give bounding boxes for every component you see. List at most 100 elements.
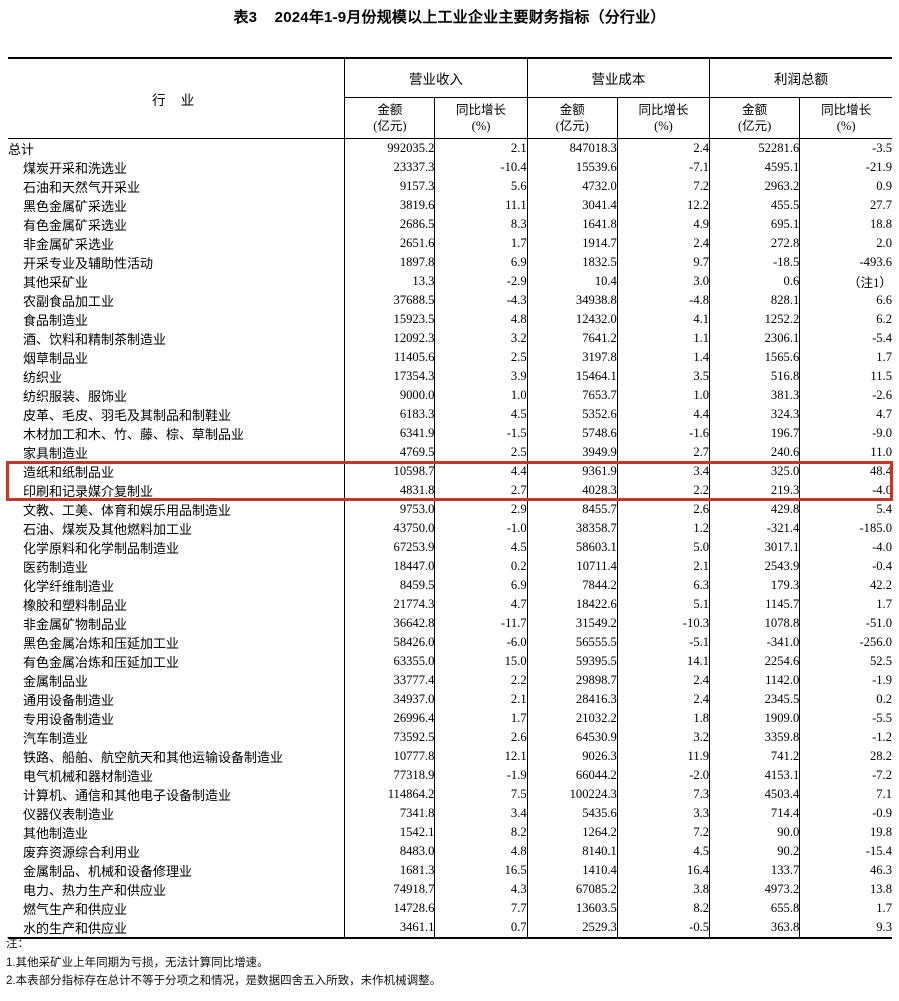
table-row: 黑色金属矿采选业 3819.6 11.1 3041.4 12.2 455.5 27.7 <box>8 196 892 215</box>
cell-industry-name: 造纸和纸制品业 <box>8 462 346 481</box>
cell-industry-name: 纺织服装、服饰业 <box>8 386 346 405</box>
cell-revenue-amount: 2686.5 <box>344 215 436 234</box>
cell-cost-growth: -0.5 <box>617 918 711 939</box>
cell-cost-amount: 8455.7 <box>527 500 618 519</box>
cell-revenue-growth: -6.0 <box>434 633 528 652</box>
column-header-cost-growth: 同比增长 (%) <box>617 97 711 139</box>
cell-cost-amount: 847018.3 <box>527 138 618 158</box>
cell-industry-name: 专用设备制造业 <box>8 709 346 728</box>
cell-cost-amount: 28416.3 <box>527 690 618 709</box>
cell-cost-growth: 2.1 <box>617 557 711 576</box>
cell-profit-amount: 324.3 <box>709 405 801 424</box>
cell-profit-amount: 828.1 <box>709 291 801 310</box>
column-header-profit-growth: 同比增长 (%) <box>799 97 892 139</box>
subheader-line2: (%) <box>654 119 673 133</box>
cell-revenue-growth: 4.3 <box>434 880 528 899</box>
cell-cost-growth: 12.2 <box>617 196 711 215</box>
column-header-revenue-amount: 金额 (亿元) <box>344 97 436 139</box>
cell-profit-growth: 11.0 <box>870 445 892 459</box>
cell-revenue-amount: 15923.5 <box>344 310 436 329</box>
cell-cost-amount: 10711.4 <box>527 557 618 576</box>
column-group-total-profit: 利润总额 <box>709 57 892 98</box>
cell-revenue-amount: 26996.4 <box>344 709 436 728</box>
cell-industry-name: 铁路、船舶、航空航天和其他运输设备制造业 <box>8 747 346 766</box>
cell-cost-growth: 2.6 <box>617 500 711 519</box>
cell-profit-growth: 2.0 <box>876 236 892 250</box>
cell-profit-growth: -7.2 <box>872 768 892 782</box>
cell-cost-amount: 7653.7 <box>527 386 618 405</box>
cell-profit-growth: 13.8 <box>869 882 892 896</box>
cell-industry-name: 其他制造业 <box>8 823 346 842</box>
cell-profit-amount: 2543.9 <box>709 557 801 576</box>
cell-revenue-amount: 9753.0 <box>344 500 436 519</box>
cell-cost-amount: 59395.5 <box>527 652 618 671</box>
cell-profit-amount: 196.7 <box>709 424 801 443</box>
cell-profit-amount: 4973.2 <box>709 880 801 899</box>
cell-profit-amount: 179.3 <box>709 576 801 595</box>
cell-profit-growth: 11.5 <box>870 369 892 383</box>
cell-revenue-amount: 1681.3 <box>344 861 436 880</box>
cell-industry-name: 农副食品加工业 <box>8 291 346 310</box>
cell-revenue-growth: 4.7 <box>434 595 528 614</box>
table-row: 文教、工美、体育和娱乐用品制造业 9753.0 2.9 8455.7 2.6 429.8 5… <box>8 500 892 519</box>
financial-indicators-table: 行 业 营业收入 营业成本 利润总额 金额 (亿元) 同比增长 (%) 金额 (… <box>8 57 892 939</box>
cell-cost-growth: 7.2 <box>617 177 711 196</box>
table-row: 其他制造业 1542.1 8.2 1264.2 7.2 90.0 19.8 <box>8 823 892 842</box>
cell-revenue-growth: 16.5 <box>434 861 528 880</box>
cell-profit-amount: 1565.6 <box>709 348 801 367</box>
cell-profit-growth: 9.3 <box>799 918 892 939</box>
cell-profit-amount: 2963.2 <box>709 177 801 196</box>
subheader-line2: (亿元) <box>373 119 407 133</box>
table-header: 行 业 营业收入 营业成本 利润总额 金额 (亿元) 同比增长 (%) 金额 (… <box>8 57 892 139</box>
table-row: 黑色金属冶炼和压延加工业 58426.0 -6.0 56555.5 -5.1 -341.0… <box>8 633 892 652</box>
cell-revenue-amount: 3461.1 <box>344 918 436 939</box>
cell-cost-amount: 3197.8 <box>527 348 618 367</box>
cell-industry-name: 皮革、毛皮、羽毛及其制品和制鞋业 <box>8 405 346 424</box>
cell-revenue-growth: -10.4 <box>434 158 528 177</box>
table-row: 食品制造业 15923.5 4.8 12432.0 4.1 1252.2 6.2 <box>8 310 892 329</box>
cell-industry-name: 通用设备制造业 <box>8 690 346 709</box>
table-row: 计算机、通信和其他电子设备制造业 114864.2 7.5 100224.3 7.3 45… <box>8 785 892 804</box>
table-notes: 注： 1.其他采矿业上年同期为亏损，无法计算同比增速。 2.本表部分指标存在总计… <box>6 935 886 991</box>
cell-revenue-amount: 6341.9 <box>344 424 436 443</box>
table-row: 电气机械和器材制造业 77318.9 -1.9 66044.2 -2.0 4153.1 -7… <box>8 766 892 785</box>
cell-profit-amount: 3017.1 <box>709 538 801 557</box>
table-row: 化学原料和化学制品制造业 67253.9 4.5 58603.1 5.0 3017.1 -4… <box>8 538 892 557</box>
column-header-revenue-growth: 同比增长 (%) <box>434 97 528 139</box>
cell-cost-growth: 7.2 <box>617 823 711 842</box>
cell-industry-name: 仪器仪表制造业 <box>8 804 346 823</box>
cell-cost-amount: 2529.3 <box>527 918 618 939</box>
cell-industry-name: 木材加工和木、竹、藤、棕、草制品业 <box>8 424 346 443</box>
cell-industry-name: 金属制品业 <box>8 671 346 690</box>
cell-industry-name: 化学原料和化学制品制造业 <box>8 538 346 557</box>
cell-cost-amount: 4028.3 <box>527 481 618 500</box>
cell-industry-name: 非金属矿物制品业 <box>8 614 346 633</box>
cell-revenue-growth: -4.3 <box>434 291 528 310</box>
cell-industry-name: 有色金属矿采选业 <box>8 215 346 234</box>
cell-profit-growth: 6.2 <box>876 312 892 326</box>
cell-industry-name: 烟草制品业 <box>8 348 346 367</box>
cell-industry-name: 食品制造业 <box>8 310 346 329</box>
cell-profit-amount: -321.4 <box>709 519 801 538</box>
table-row: 开采专业及辅助性活动 1897.8 6.9 1832.5 9.7 -18.5 -493.6 <box>8 253 892 272</box>
cell-profit-growth: （注1） <box>847 276 892 290</box>
cell-cost-growth: 7.3 <box>617 785 711 804</box>
cell-industry-name: 其他采矿业 <box>8 272 346 291</box>
table-row: 废弃资源综合利用业 8483.0 4.8 8140.1 4.5 90.2 -15.4 <box>8 842 892 861</box>
subheader-line1: 金额 <box>377 102 403 117</box>
cell-cost-amount: 9361.9 <box>527 462 618 481</box>
cell-revenue-amount: 14728.6 <box>344 899 436 918</box>
subheader-line2: (%) <box>471 119 491 133</box>
table-row: 纺织服装、服饰业 9000.0 1.0 7653.7 1.0 381.3 -2.6 <box>8 386 892 405</box>
cell-cost-amount: 5748.6 <box>527 424 618 443</box>
cell-profit-growth: 52.5 <box>869 654 892 668</box>
cell-revenue-growth: 5.6 <box>434 177 528 196</box>
cell-industry-name: 总计 <box>8 138 346 158</box>
cell-revenue-amount: 114864.2 <box>344 785 436 804</box>
cell-revenue-growth: 7.5 <box>434 785 528 804</box>
cell-cost-amount: 4732.0 <box>527 177 618 196</box>
cell-profit-amount: 2306.1 <box>709 329 801 348</box>
table-row: 有色金属冶炼和压延加工业 63355.0 15.0 59395.5 14.1 2254.6… <box>8 652 892 671</box>
table-row: 橡胶和塑料制品业 21774.3 4.7 18422.6 5.1 1145.7 1.7 <box>8 595 892 614</box>
cell-cost-growth: 3.2 <box>617 728 711 747</box>
